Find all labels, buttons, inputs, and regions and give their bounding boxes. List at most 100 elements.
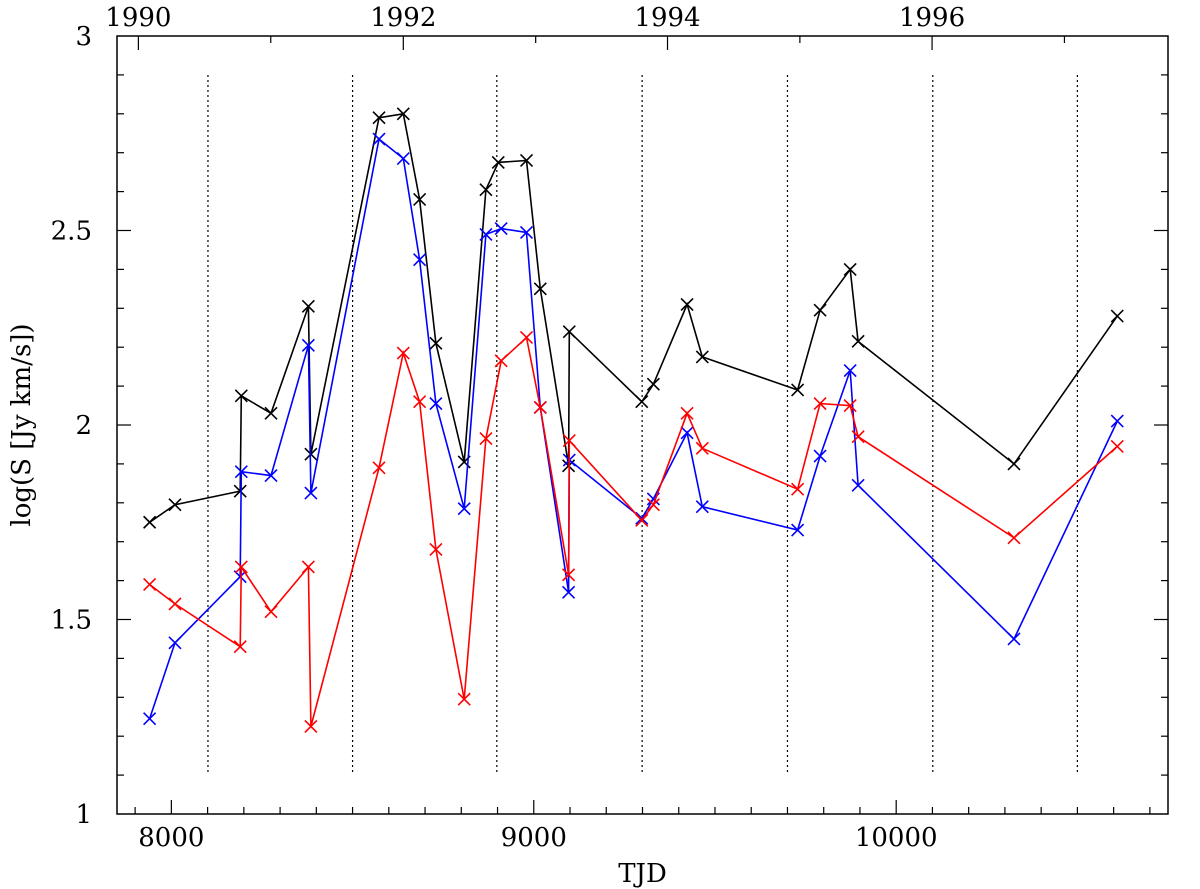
- data-point: [233, 640, 247, 654]
- data-point: [1110, 414, 1124, 428]
- data-point: [143, 712, 157, 726]
- y-tick-label: 1.5: [51, 606, 92, 636]
- y-axis-label: log(S [Jy km/s]): [7, 323, 37, 526]
- data-point: [264, 469, 278, 483]
- data-point: [301, 560, 315, 574]
- data-point: [479, 227, 493, 241]
- data-point: [851, 430, 865, 444]
- data-point: [1007, 632, 1021, 646]
- data-point: [1110, 309, 1124, 323]
- data-point: [479, 432, 493, 446]
- data-point: [562, 433, 576, 448]
- data-point: [813, 397, 827, 411]
- data-point: [372, 461, 386, 475]
- data-point: [233, 484, 247, 498]
- data-point: [533, 282, 547, 296]
- data-point: [843, 262, 857, 276]
- y-tick-label: 2: [75, 411, 92, 441]
- data-point: [413, 192, 427, 206]
- data-point: [301, 299, 315, 313]
- x-tick-label: 10000: [855, 823, 938, 853]
- data-point: [813, 303, 827, 317]
- data-point: [646, 377, 660, 391]
- data-point: [1007, 531, 1021, 545]
- series-layer: [143, 107, 1124, 734]
- data-point: [143, 577, 157, 592]
- data-point: [234, 465, 248, 479]
- data-point: [304, 486, 318, 500]
- y-tick-label: 1: [75, 800, 92, 830]
- data-point: [491, 155, 505, 169]
- series-line: [149, 112, 1118, 523]
- reference-lines: [207, 75, 1078, 774]
- data-point: [429, 542, 443, 557]
- data-point: [843, 398, 857, 413]
- data-point: [494, 354, 508, 368]
- x-tick-label: 8000: [138, 823, 204, 853]
- data-point: [813, 449, 827, 463]
- data-point: [429, 397, 443, 411]
- data-point: [791, 482, 805, 496]
- data-point: [143, 515, 157, 529]
- data-point: [396, 346, 410, 360]
- data-point: [413, 253, 427, 267]
- data-point: [234, 560, 248, 574]
- y-tick-label: 3: [75, 22, 92, 52]
- data-point: [695, 500, 709, 514]
- series-line: [149, 335, 1118, 727]
- data-point: [851, 478, 865, 492]
- data-point: [413, 395, 427, 409]
- data-point: [494, 221, 508, 236]
- data-point: [301, 338, 315, 352]
- data-point: [168, 636, 182, 650]
- top-tick-label: 1990: [105, 3, 171, 33]
- series-1: [143, 132, 1124, 726]
- data-point: [680, 406, 694, 420]
- y-tick-label: 2.5: [51, 217, 92, 247]
- data-point: [562, 585, 576, 599]
- data-point: [519, 225, 534, 240]
- data-point: [168, 498, 182, 512]
- data-point: [304, 719, 318, 734]
- data-point: [695, 441, 709, 455]
- data-point: [457, 502, 471, 516]
- tick-labels: 1990 1992 1994 1996 8000 9000 10000 1 1.5 2 2.5 3: [51, 3, 966, 853]
- data-point: [429, 336, 443, 350]
- data-point: [264, 605, 278, 619]
- data-point: [168, 597, 182, 611]
- top-tick-label: 1996: [899, 3, 965, 33]
- data-point: [372, 132, 386, 146]
- data-point: [457, 692, 471, 706]
- top-tick-label: 1994: [634, 3, 700, 33]
- data-point: [396, 107, 410, 121]
- series-line: [148, 137, 1119, 719]
- data-point: [635, 513, 649, 527]
- data-point: [851, 334, 865, 348]
- series-2: [143, 330, 1124, 734]
- series-0: [143, 107, 1124, 529]
- data-point: [1007, 457, 1021, 471]
- x-axis-label: TJD: [618, 859, 667, 889]
- data-point: [1110, 439, 1124, 453]
- data-point: [843, 363, 857, 378]
- axis-ticks: [117, 36, 1168, 814]
- data-point: [562, 325, 576, 339]
- data-point: [562, 568, 576, 582]
- data-point: [372, 111, 386, 125]
- data-point: [519, 330, 534, 345]
- data-point: [234, 389, 248, 403]
- data-point: [695, 350, 709, 364]
- top-tick-label: 1992: [370, 3, 436, 33]
- x-tick-label: 9000: [501, 823, 567, 853]
- data-point: [533, 400, 547, 415]
- data-point: [646, 498, 660, 512]
- data-point: [791, 523, 805, 537]
- data-point: [519, 153, 534, 168]
- data-point: [264, 406, 278, 420]
- data-point: [680, 426, 694, 440]
- data-point: [396, 151, 410, 166]
- data-point: [791, 383, 805, 397]
- data-point: [680, 297, 694, 311]
- data-point: [635, 395, 649, 409]
